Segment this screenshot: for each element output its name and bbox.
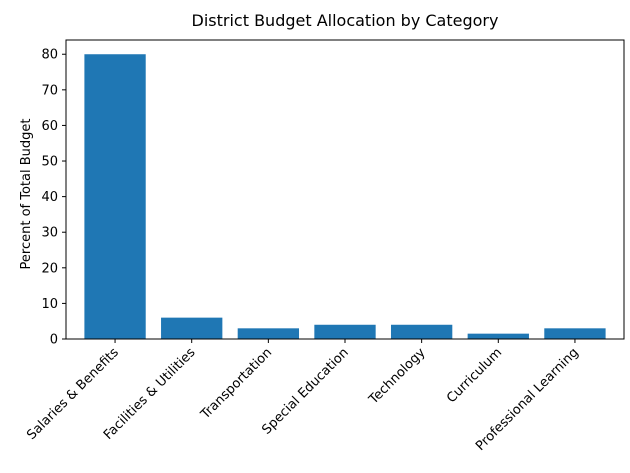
bar-5 <box>390 324 453 339</box>
x-tick-label: Transportation <box>197 345 275 423</box>
y-tick-label: 0 <box>50 333 58 348</box>
y-axis: 0 10 20 30 40 50 60 70 80 <box>41 48 66 348</box>
y-tick-label: 80 <box>41 48 58 63</box>
plot-frame <box>65 39 625 340</box>
x-tick-label: Curriculum <box>444 345 505 406</box>
chart-title: District Budget Allocation by Category <box>192 11 499 30</box>
y-tick-label: 10 <box>41 297 58 312</box>
y-axis-label: Percent of Total Budget <box>19 119 34 270</box>
y-tick-label: 70 <box>41 83 58 98</box>
bar-4 <box>314 324 376 339</box>
y-tick-label: 40 <box>41 190 58 205</box>
bars-group <box>84 54 606 339</box>
y-tick-label: 50 <box>41 155 58 170</box>
bar-1 <box>84 54 146 339</box>
x-tick-label: Technology <box>366 345 429 408</box>
y-tick-label: 30 <box>41 226 58 241</box>
bar-6 <box>467 333 529 339</box>
y-tick-label: 60 <box>41 119 58 134</box>
bar-7 <box>544 328 606 339</box>
y-tick-label: 20 <box>41 261 58 276</box>
x-tick-label: Special Education <box>259 345 351 437</box>
bar-3 <box>237 328 300 339</box>
bar-2 <box>161 317 223 339</box>
